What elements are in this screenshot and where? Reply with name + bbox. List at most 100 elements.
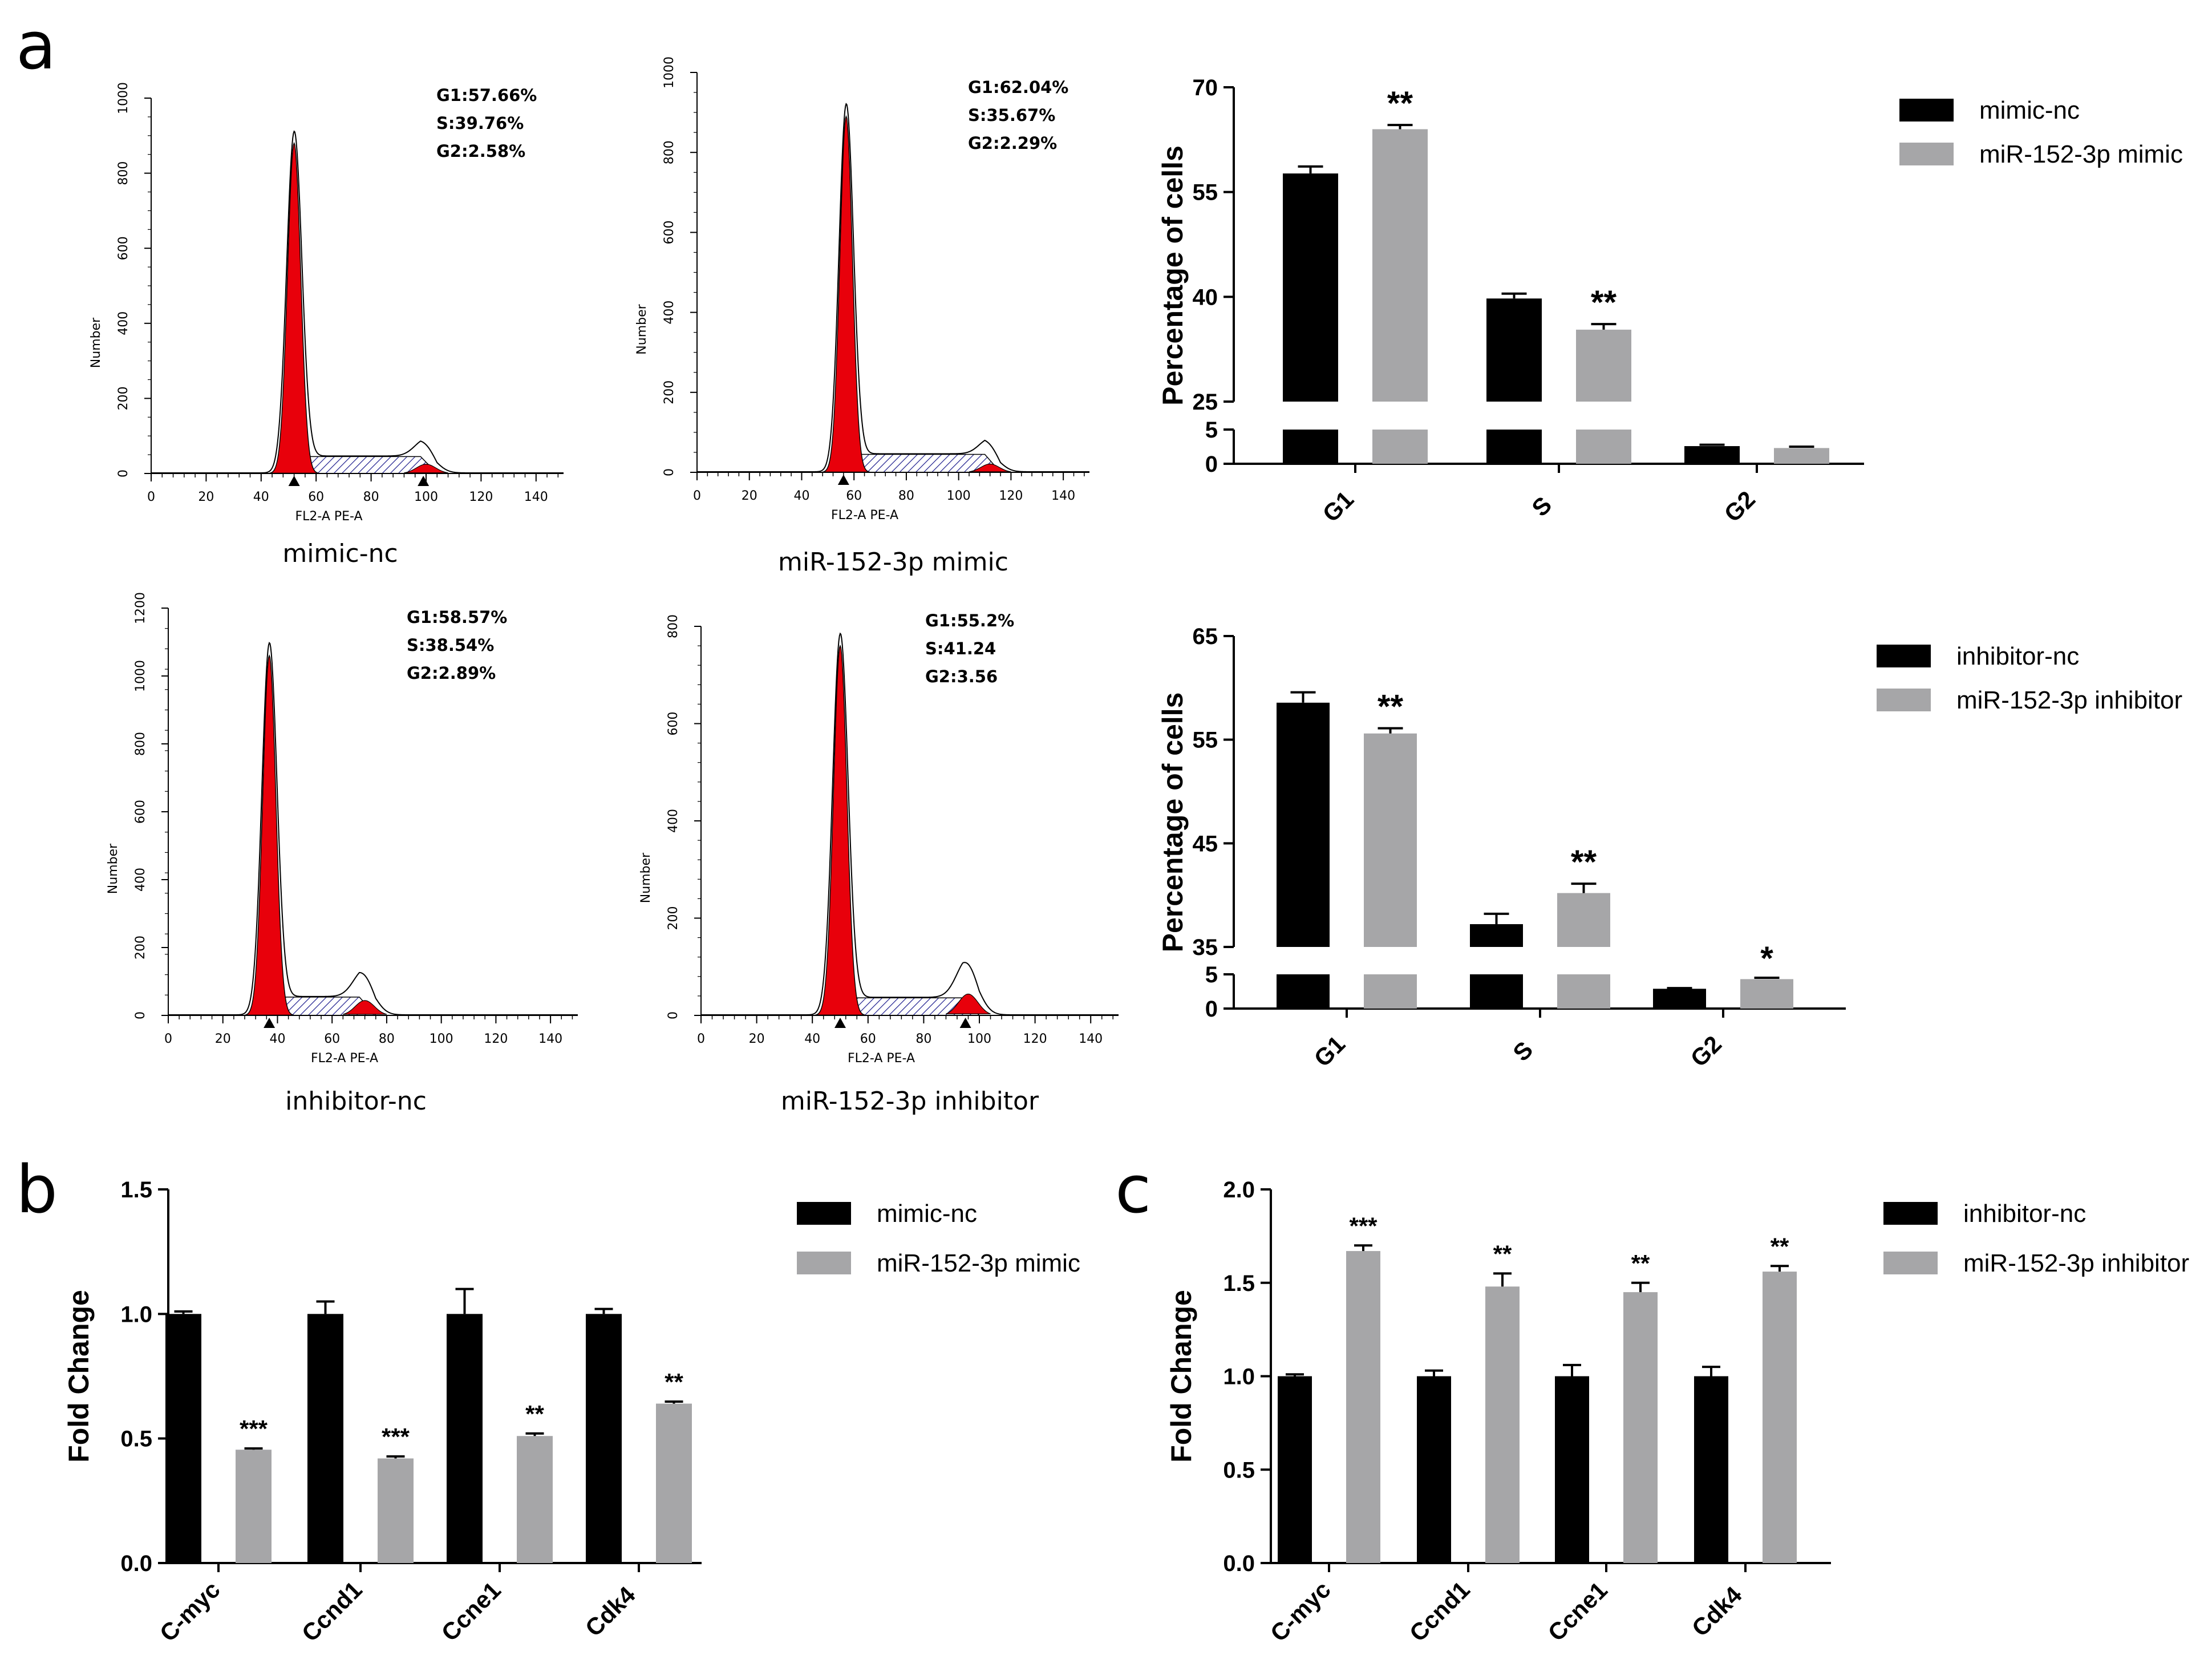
x-tick-label: 20 (198, 490, 214, 504)
histogram-caption: inhibitor-nc (285, 1087, 427, 1116)
x-tick-label: 140 (1079, 1032, 1103, 1046)
bar (517, 1436, 553, 1563)
peak-marker-icon (834, 1018, 846, 1028)
bar-lower-segment (1557, 974, 1610, 1009)
bar (1774, 448, 1829, 464)
x-axis-label: FL2-A PE-A (311, 1051, 378, 1066)
y-tick-label: 1.0 (120, 1302, 152, 1327)
bar (1470, 924, 1523, 947)
x-tick-label: 80 (915, 1032, 931, 1046)
stat-line: G2:3.56 (925, 667, 998, 686)
y-tick-label: 1.5 (1223, 1271, 1255, 1296)
x-tick-label: S (1526, 491, 1557, 521)
stat-line: G1:62.04% (968, 78, 1068, 97)
bar-lower-segment (1486, 430, 1542, 464)
x-tick-label: 80 (363, 490, 379, 504)
y-tick-label: 200 (662, 380, 676, 404)
bar-chart-fold-mimic: 0.0 0.5 1.0 1.5 Fold Change C-myc *** Ccnd1 *** C… (63, 1177, 1080, 1647)
bar (447, 1314, 483, 1563)
x-tick-label: 0 (693, 489, 701, 503)
y-tick-label: 5 (1205, 962, 1218, 987)
x-tick-label: Ccne1 (436, 1577, 506, 1646)
x-tick-label: 0 (697, 1032, 705, 1046)
bar (1763, 1272, 1797, 1563)
y-axis-label: Number (635, 303, 649, 354)
flow-histogram-mimic-nc: 0 20 40 60 80 100 120 140 0 200 400 600 800 1000 Numbe… (89, 82, 564, 568)
g1-peak (822, 115, 870, 473)
y-tick-label: 200 (133, 936, 148, 959)
y-tick-label: 0.0 (1223, 1551, 1255, 1576)
bar (1417, 1376, 1451, 1563)
bar-lower-segment (1364, 974, 1417, 1009)
peak-marker-icon (264, 1018, 276, 1028)
x-tick-label: Ccne1 (1543, 1577, 1613, 1646)
y-tick-label: 70 (1193, 75, 1218, 100)
stat-line: G2:2.89% (407, 663, 496, 683)
y-tick-label: 200 (666, 906, 680, 930)
bar-lower-segment (1277, 974, 1330, 1009)
significance-label: ** (665, 1369, 683, 1395)
legend-label: miR-152-3p inhibitor (1963, 1249, 2189, 1277)
significance-label: ** (1378, 689, 1404, 726)
histogram-caption: miR-152-3p mimic (778, 548, 1008, 577)
significance-label: ** (525, 1400, 544, 1427)
bar (1364, 733, 1417, 947)
x-tick-label: C-myc (1265, 1576, 1336, 1647)
x-tick-label: 0 (147, 490, 155, 504)
bar (1485, 1286, 1520, 1563)
x-tick-label: 120 (484, 1032, 508, 1046)
y-tick-label: 400 (116, 311, 131, 335)
legend-swatch (1883, 1202, 1938, 1225)
stat-line: G1:55.2% (925, 611, 1014, 630)
y-axis-label: Number (106, 843, 120, 894)
bar-lower-segment (1283, 430, 1338, 464)
g1-peak (244, 654, 294, 1016)
stat-line: G1:57.66% (436, 86, 537, 105)
y-tick-label: 0 (666, 1011, 680, 1019)
significance-label: ** (1571, 844, 1597, 881)
x-tick-label: Cdk4 (1687, 1581, 1747, 1641)
g2-peak (969, 463, 1011, 472)
x-tick-label: 100 (430, 1032, 453, 1046)
histogram-outline (168, 641, 578, 1015)
significance-label: ** (1387, 85, 1413, 122)
legend-label: inhibitor-nc (1963, 1200, 2086, 1228)
x-tick-label: 80 (898, 489, 914, 503)
y-tick-label: 0.5 (1223, 1458, 1255, 1483)
x-axis-label: FL2-A PE-A (831, 508, 898, 523)
stat-line: G2:2.58% (436, 141, 525, 161)
legend-swatch (1877, 645, 1931, 667)
bar (586, 1314, 622, 1563)
x-tick-label: 140 (524, 490, 548, 504)
bar (307, 1314, 343, 1563)
x-tick-label: 40 (793, 489, 809, 503)
bar (1653, 989, 1706, 1009)
y-axis-label: Percentage of cells (1157, 693, 1189, 953)
legend-label: miR-152-3p inhibitor (1956, 686, 2182, 714)
y-tick-label: 0 (1205, 452, 1218, 477)
bar-lower-segment (1372, 430, 1428, 464)
bar-lower-segment (1576, 430, 1631, 464)
stat-line: S:41.24 (925, 639, 996, 658)
y-tick-label: 55 (1193, 180, 1218, 205)
x-tick-label: 100 (414, 490, 438, 504)
g2-peak (404, 464, 448, 473)
x-tick-label: 60 (860, 1032, 876, 1046)
x-tick-label: S (1508, 1036, 1538, 1066)
g1-peak (815, 644, 866, 1016)
y-tick-label: 0.0 (120, 1551, 152, 1576)
x-tick-label: 20 (749, 1032, 765, 1046)
g2-peak (946, 993, 991, 1014)
x-tick-label: C-myc (155, 1576, 225, 1647)
legend-swatch (1883, 1252, 1938, 1274)
y-tick-label: 800 (116, 161, 131, 185)
y-tick-label: 800 (133, 732, 148, 756)
bar (1740, 979, 1793, 1009)
histogram-outline (697, 103, 1089, 472)
x-tick-label: Ccnd1 (297, 1576, 367, 1647)
y-tick-label: 1000 (116, 82, 131, 114)
y-axis-label: Number (639, 852, 653, 903)
bar (656, 1403, 692, 1563)
x-tick-label: 60 (846, 489, 862, 503)
histogram-outline (151, 130, 564, 473)
